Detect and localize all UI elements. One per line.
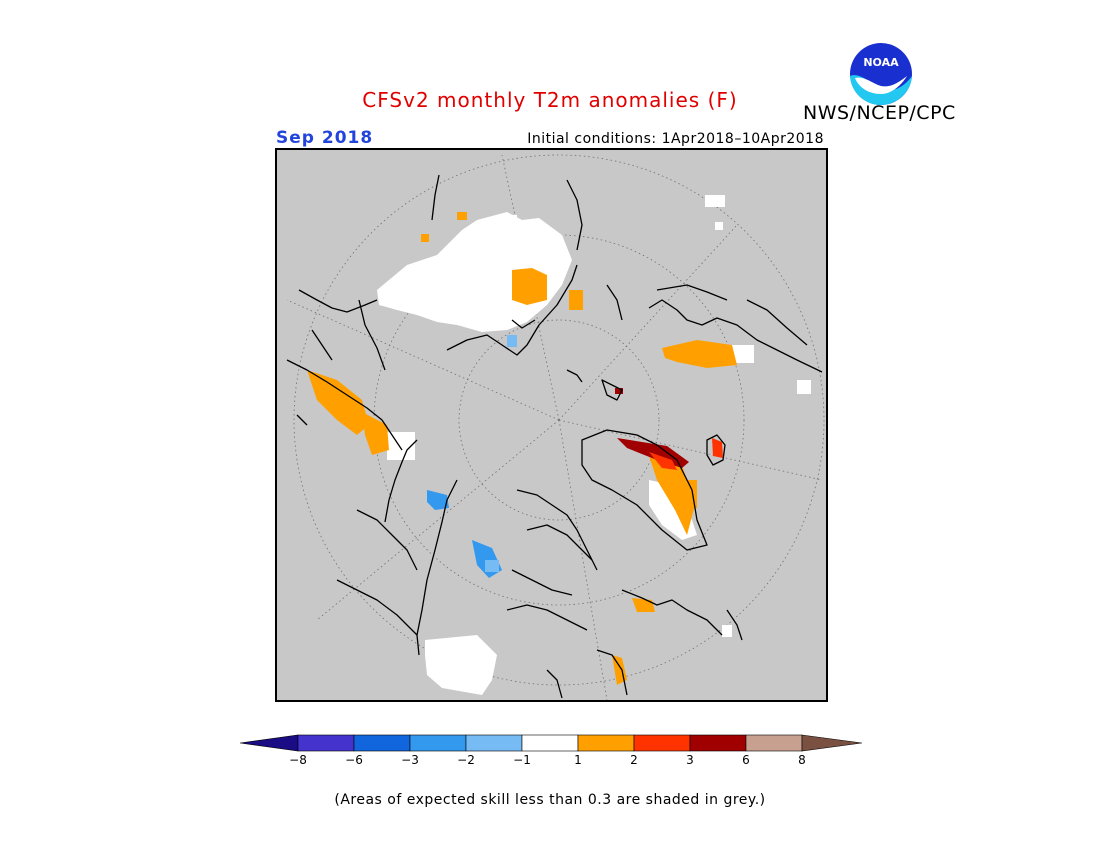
coastlines: [286, 174, 823, 699]
anomaly-red-areas: [615, 388, 723, 470]
colorbar-segment: [577, 734, 635, 752]
colorbar-tick-label: −1: [513, 753, 531, 767]
colorbar-segment: [465, 734, 523, 752]
noaa-logo-icon: NOAA: [850, 43, 912, 105]
colorbar-segment: [353, 734, 411, 752]
colorbar-tick-label: 3: [686, 753, 694, 767]
colorbar-segment: [633, 734, 691, 752]
noaa-logo-text: NOAA: [863, 56, 899, 69]
colorbar-tick-label: −3: [401, 753, 419, 767]
colorbar-segment: [521, 734, 579, 752]
colorbar-segment: [297, 734, 355, 752]
colorbar-tick-label: 2: [630, 753, 638, 767]
anomaly-blue-areas: [427, 335, 517, 578]
colorbar-segment: [689, 734, 747, 752]
colorbar-tick-label: 8: [798, 753, 806, 767]
polar-map: [275, 148, 828, 702]
colorbar-segment: [745, 734, 803, 752]
colorbar-tick-label: 1: [574, 753, 582, 767]
colorbar-segment: [409, 734, 467, 752]
colorbar-tick-label: −8: [289, 753, 307, 767]
valid-month: Sep 2018: [276, 128, 374, 148]
colorbar-arrow-low: [240, 734, 299, 752]
skill-footnote: (Areas of expected skill less than 0.3 a…: [334, 792, 766, 808]
colorbar-tick-label: −2: [457, 753, 475, 767]
colorbar-tick-label: 6: [742, 753, 750, 767]
agency-label: NWS/NCEP/CPC: [803, 102, 956, 124]
colorbar: [240, 734, 862, 752]
colorbar-arrow-high: [801, 734, 862, 752]
initial-conditions: Initial conditions: 1Apr2018–10Apr2018: [527, 131, 824, 147]
colorbar-tick-label: −6: [345, 753, 363, 767]
chart-title: CFSv2 monthly T2m anomalies (F): [362, 88, 738, 112]
